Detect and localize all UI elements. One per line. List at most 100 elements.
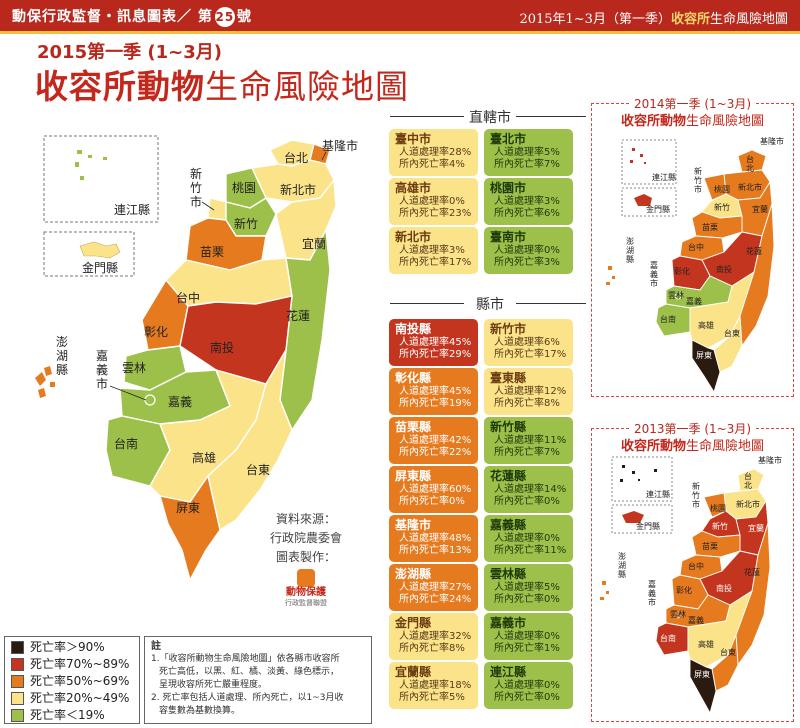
region-card: 嘉義縣 人道處理率0% 所內死亡率11% bbox=[484, 515, 573, 562]
region-card-death-rate: 所內死亡率7% bbox=[494, 159, 560, 170]
source-block: 資料來源： 行政院農委會 圖表製作： 動物保護 行政監督聯盟 bbox=[270, 510, 342, 608]
map-2014-label-chiayi: 嘉義 bbox=[686, 296, 702, 306]
map-2013-label-miaoli: 苗栗 bbox=[702, 542, 718, 551]
region-card-euthanasia: 人道處理率45% bbox=[399, 337, 472, 348]
map-2014-label-changhua: 彰化 bbox=[674, 266, 690, 276]
map-2013-label-taichung: 台中 bbox=[688, 561, 704, 571]
label-hsinchu-city-2: 竹 bbox=[190, 181, 202, 195]
region-card-euthanasia: 人道處理率3% bbox=[494, 196, 560, 207]
page-title: 收容所動物生命風險地圖 bbox=[35, 60, 409, 108]
page-title-thin: 生命風險地圖 bbox=[205, 67, 409, 106]
label-penghu-1: 澎 bbox=[56, 335, 68, 349]
label-taichung: 台中 bbox=[176, 290, 200, 305]
region-card-death-rate: 所內死亡率8% bbox=[494, 398, 560, 409]
map-2014-title: 收容所動物生命風險地圖 bbox=[592, 110, 793, 129]
region-card: 新竹縣 人道處理率11% 所內死亡率7% bbox=[484, 417, 573, 464]
region-card-name: 新竹市 bbox=[490, 322, 527, 336]
kinmen-island bbox=[79, 241, 121, 259]
map-2013-label-hsinchu-city-3: 市 bbox=[692, 499, 700, 509]
region-card-name: 臺南市 bbox=[490, 230, 527, 244]
region-card-name: 花蓮縣 bbox=[490, 469, 527, 483]
region-card-death-rate: 所內死亡率11% bbox=[494, 545, 567, 556]
header-subtitle: 2015年1~3月（第一季）收容所生命風險地圖 bbox=[519, 8, 788, 27]
region-card-name: 嘉義市 bbox=[490, 616, 527, 630]
map-2014-label-hsinchu-city-3: 市 bbox=[694, 184, 702, 194]
map-2013-season-text: 2013第一季 (1~3月) bbox=[629, 422, 756, 436]
region-card-euthanasia: 人道處理率5% bbox=[494, 582, 560, 593]
chiayi-city-region bbox=[144, 394, 156, 406]
region-card-euthanasia: 人道處理率3% bbox=[399, 245, 465, 256]
legend-swatch bbox=[11, 692, 24, 705]
label-taipei: 台北 bbox=[284, 150, 308, 165]
map-2013-label-pingtung: 屏東 bbox=[694, 669, 710, 679]
region-card-death-rate: 所內死亡率0% bbox=[399, 496, 465, 507]
region-card-death-rate: 所內死亡率0% bbox=[494, 496, 560, 507]
region-card: 南投縣 人道處理率45% 所內死亡率29% bbox=[389, 319, 478, 366]
legend-item: 死亡率＞90% bbox=[11, 639, 105, 655]
map-2014-label-kaohsiung: 高雄 bbox=[698, 320, 714, 330]
label-chiayi-city-3: 市 bbox=[96, 376, 108, 391]
map-2014-label-miaoli: 苗栗 bbox=[702, 223, 718, 232]
region-card-name: 桃園市 bbox=[490, 181, 527, 195]
region-card-death-rate: 所內死亡率5% bbox=[399, 692, 465, 703]
label-changhua: 彰化 bbox=[144, 324, 168, 339]
region-card-name: 臺北市 bbox=[490, 132, 527, 146]
lienchiang-inset-frame bbox=[43, 135, 159, 223]
region-card: 澎湖縣 人道處理率27% 所內死亡率24% bbox=[389, 564, 478, 611]
muni-section-title: 直轄市 bbox=[469, 110, 511, 126]
lienchiang-islands bbox=[75, 150, 107, 180]
label-yunlin: 雲林 bbox=[122, 361, 146, 375]
map-2013-label-hsinchu: 新竹 bbox=[712, 521, 728, 531]
region-card-name: 連江縣 bbox=[490, 665, 527, 679]
region-card-death-rate: 所內死亡率1% bbox=[494, 643, 560, 654]
muni-title-line-right bbox=[516, 116, 586, 117]
map-2013-label-hsinchu-city-2: 竹 bbox=[692, 490, 700, 500]
region-card: 金門縣 人道處理率32% 所內死亡率8% bbox=[389, 613, 478, 660]
region-card-euthanasia: 人道處理率0% bbox=[494, 631, 560, 642]
label-chiayi: 嘉義 bbox=[168, 394, 192, 409]
legend-item: 死亡率＜19% bbox=[11, 707, 105, 723]
legend-label: 死亡率50%~69% bbox=[30, 674, 130, 688]
legend-item: 死亡率50%~69% bbox=[11, 673, 129, 689]
map-2013-label-penghu-1: 澎 bbox=[618, 551, 626, 561]
header-divider bbox=[0, 31, 800, 34]
region-card-death-rate: 所內死亡率6% bbox=[494, 208, 560, 219]
map-2014-label-yilan: 宜蘭 bbox=[752, 204, 768, 214]
region-card-name: 宜蘭縣 bbox=[395, 665, 432, 679]
source-value: 行政院農委會 bbox=[270, 531, 343, 545]
region-card: 嘉義市 人道處理率0% 所內死亡率1% bbox=[484, 613, 573, 660]
label-keelung: 基隆市 bbox=[322, 138, 358, 153]
map-2013-label-taoyuan: 桃園 bbox=[710, 503, 726, 513]
region-card-euthanasia: 人道處理率0% bbox=[494, 533, 560, 544]
map-2014-season-text: 2014第一季 (1~3月) bbox=[629, 97, 756, 111]
map-2013-title-thin: 生命風險地圖 bbox=[686, 439, 765, 454]
map-2014-label-hualien: 花蓮 bbox=[746, 246, 762, 256]
region-card: 苗栗縣 人道處理率42% 所內死亡率22% bbox=[389, 417, 478, 464]
legend-label: 死亡率＞90% bbox=[30, 640, 105, 654]
label-hsinchu-city-1: 新 bbox=[190, 166, 202, 181]
region-card-euthanasia: 人道處理率27% bbox=[399, 582, 472, 593]
map-2014-label-kinmen: 金門縣 bbox=[646, 204, 670, 214]
region-card: 花蓮縣 人道處理率14% 所內死亡率0% bbox=[484, 466, 573, 513]
header-subtitle-suffix: 生命風險地圖 bbox=[709, 12, 788, 27]
map-2014-label-new-taipei: 新北市 bbox=[738, 182, 762, 192]
map-2013-panel: 2013第一季 (1~3月) 收容所動物生命風險地圖 基隆市 台 bbox=[591, 422, 794, 722]
label-chiayi-city-2: 義 bbox=[96, 362, 108, 377]
region-card-euthanasia: 人道處理率14% bbox=[494, 484, 567, 495]
map-2014-season: 2014第一季 (1~3月) bbox=[592, 95, 793, 112]
region-card-euthanasia: 人道處理率60% bbox=[399, 484, 472, 495]
region-card-death-rate: 所內死亡率4% bbox=[399, 159, 465, 170]
region-card: 雲林縣 人道處理率5% 所內死亡率0% bbox=[484, 564, 573, 611]
region-card-name: 苗栗縣 bbox=[395, 420, 432, 434]
region-card: 臺北市 人道處理率5% 所內死亡率7% bbox=[484, 129, 573, 176]
label-tainan: 台南 bbox=[114, 436, 138, 451]
region-card-death-rate: 所內死亡率0% bbox=[494, 692, 560, 703]
region-card: 臺中市 人道處理率28% 所內死亡率4% bbox=[389, 129, 478, 176]
page-season: 2015第一季 (1~3月) bbox=[37, 42, 222, 63]
region-card-death-rate: 所內死亡率22% bbox=[399, 447, 472, 458]
notes-line: 死亡高低，以黑、紅、橘、淡黃、綠色標示， bbox=[159, 667, 340, 677]
main-risk-map: 基隆市 台北 新北市 桃園 新 竹 市 新竹 苗栗 宜蘭 台中 花蓮 彰化 南投… bbox=[35, 135, 358, 581]
map-2013-label-penghu-3: 縣 bbox=[618, 569, 626, 579]
region-card-death-rate: 所內死亡率17% bbox=[494, 349, 567, 360]
label-hsinchu-city-3: 市 bbox=[190, 194, 202, 209]
